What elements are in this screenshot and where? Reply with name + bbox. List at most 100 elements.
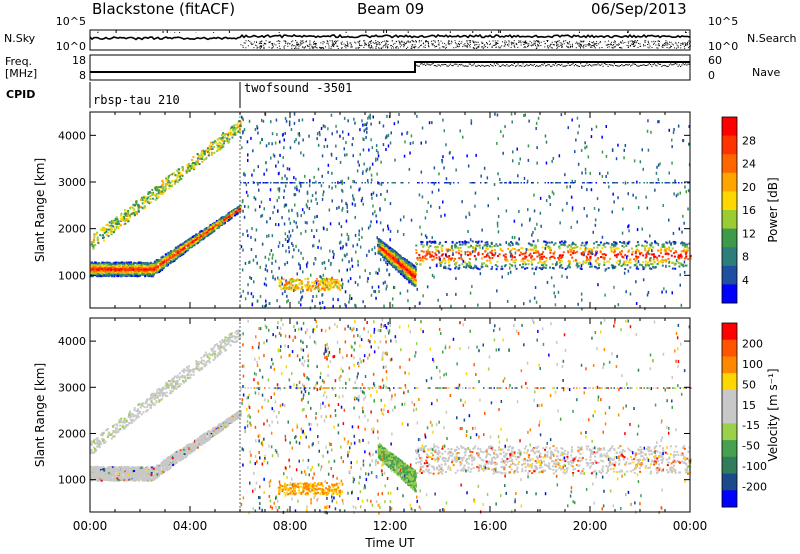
heatmap-cell xyxy=(610,250,613,253)
heatmap-cell xyxy=(127,212,130,214)
noise-search-dot xyxy=(661,46,663,48)
heatmap-cell xyxy=(181,253,184,256)
noise-search-dot xyxy=(684,42,686,44)
noise-search-dot xyxy=(298,47,300,49)
nave-dot xyxy=(565,65,567,67)
noise-search-dot xyxy=(594,47,596,49)
noise-search-dot xyxy=(658,43,660,45)
heatmap-cell xyxy=(385,257,388,260)
noise-search-dot xyxy=(570,46,572,48)
heatmap-cell xyxy=(233,126,236,129)
noise-search-dot xyxy=(671,43,673,45)
noise-search-dot xyxy=(607,46,609,48)
heatmap-cell xyxy=(136,271,139,274)
heatmap-cell xyxy=(625,258,628,261)
heatmap-cell xyxy=(504,259,507,262)
noise-search-dot xyxy=(420,44,422,46)
noise-search-dot xyxy=(301,40,303,42)
heatmap-cell xyxy=(585,255,588,258)
nave-dot xyxy=(657,63,659,65)
noise-search-dot xyxy=(447,42,449,44)
heatmap-cell xyxy=(154,271,157,274)
noise-search-dot xyxy=(284,40,286,42)
heatmap-cell xyxy=(594,265,596,268)
noise-search-dot xyxy=(580,41,582,43)
heatmap-cell xyxy=(664,250,667,253)
heatmap-cell xyxy=(210,231,213,234)
noise-search-dot xyxy=(567,46,569,48)
noise-search-dot xyxy=(347,44,349,46)
heatmap-cell xyxy=(662,245,665,248)
heatmap-cell xyxy=(194,237,197,240)
heatmap-cell xyxy=(397,263,400,266)
heatmap-cell xyxy=(108,225,111,227)
heatmap-cell xyxy=(102,229,105,232)
noise-search-dot xyxy=(666,41,668,43)
heatmap-cell xyxy=(535,249,537,252)
heatmap-cell xyxy=(387,246,390,249)
heatmap-cell xyxy=(413,275,416,278)
heatmap-cell xyxy=(388,250,391,253)
noise-search-dot xyxy=(492,40,494,42)
noise-search-dot xyxy=(260,46,262,48)
noise-search-dot xyxy=(468,40,470,42)
nave-dot xyxy=(520,65,522,67)
heatmap-cell xyxy=(560,257,563,259)
noise-search-dot xyxy=(563,40,565,42)
heatmap-cell xyxy=(93,270,96,273)
heatmap-cell xyxy=(654,241,657,244)
noise-search-dot xyxy=(344,45,346,47)
heatmap-cell xyxy=(560,243,563,246)
noise-search-dot xyxy=(432,43,434,45)
heatmap-cell xyxy=(472,247,475,250)
heatmap-cell xyxy=(189,238,192,241)
noise-search-dot xyxy=(403,46,405,48)
noise-search-dot xyxy=(656,47,658,49)
heatmap-cell xyxy=(417,258,420,261)
heatmap-cell xyxy=(91,262,94,264)
heatmap-cell xyxy=(677,261,680,264)
heatmap-cell xyxy=(96,268,99,271)
heatmap-cell xyxy=(165,253,167,256)
heatmap-cell xyxy=(136,273,138,276)
nave-dot xyxy=(432,63,434,65)
heatmap-cell xyxy=(99,267,102,270)
heatmap-cell xyxy=(221,144,224,147)
heatmap-cell xyxy=(202,234,205,237)
heatmap-cell xyxy=(515,267,518,270)
nave-dot xyxy=(586,63,588,65)
heatmap-cell xyxy=(200,157,203,160)
heatmap-cell xyxy=(660,249,663,252)
nave-dot xyxy=(630,65,632,67)
noise-search-dot xyxy=(287,42,289,44)
heatmap-cell xyxy=(436,246,439,249)
heatmap-cell xyxy=(147,263,150,266)
noise-search-dot xyxy=(326,40,328,42)
heatmap-cell xyxy=(483,244,486,247)
nave-dot xyxy=(468,63,470,65)
noise-search-dot xyxy=(295,40,297,42)
noise-search-dot xyxy=(379,44,381,46)
noise-search-dot xyxy=(466,41,468,43)
noise-search-dot xyxy=(655,44,657,46)
heatmap-cell xyxy=(673,252,675,255)
freq-tick-left-bottom: 8 xyxy=(79,69,86,82)
heatmap-cell xyxy=(661,264,664,267)
noise-search-dot xyxy=(308,44,310,46)
heatmap-cell xyxy=(231,136,234,139)
heatmap-cell xyxy=(150,272,153,274)
heatmap-cell xyxy=(656,258,659,261)
noise-search-dot xyxy=(531,42,533,44)
heatmap-cell xyxy=(637,255,640,258)
noise-search-dot xyxy=(635,42,637,44)
heatmap-cell xyxy=(144,266,146,269)
heatmap-cell xyxy=(235,127,238,129)
heatmap-cell xyxy=(117,275,120,278)
noise-search-dot xyxy=(304,46,306,48)
heatmap-cell xyxy=(543,260,546,263)
noise-search-dot xyxy=(255,41,257,43)
heatmap-cell xyxy=(438,243,441,246)
heatmap-cell xyxy=(491,252,494,255)
heatmap-cell xyxy=(134,265,137,268)
heatmap-cell xyxy=(684,257,686,260)
